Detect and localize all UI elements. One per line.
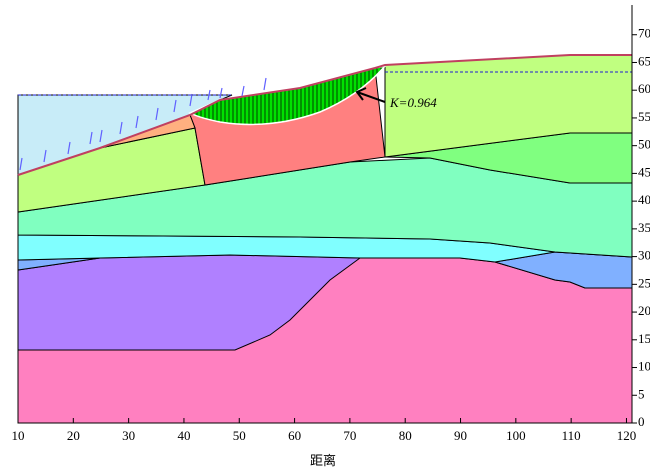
y-tick-label: 5 — [638, 386, 645, 401]
y-tick-label: 0 — [638, 414, 645, 429]
x-axis-label: 距离 — [310, 453, 336, 468]
y-tick-label: 35 — [638, 220, 650, 235]
y-tick-label: 45 — [638, 164, 650, 179]
y-tick-label: 15 — [638, 331, 650, 346]
y-tick-label: 25 — [638, 275, 650, 290]
y-tick-label: 20 — [638, 303, 650, 318]
chart: K=0.964 距离 10 20 30 40 50 60 70 80 90 100 110 1200 5… — [0, 0, 650, 470]
y-tick-label: 60 — [638, 81, 650, 96]
layers — [18, 55, 632, 423]
x-tick-label: 80 — [399, 428, 412, 443]
x-tick-label: 110 — [562, 428, 581, 443]
y-tick-label: 65 — [638, 53, 650, 68]
y-tick-label: 10 — [638, 359, 650, 374]
x-tick-label: 70 — [343, 428, 356, 443]
x-tick-label: 90 — [454, 428, 467, 443]
y-tick-label: 30 — [638, 248, 650, 263]
x-tick-label: 60 — [288, 428, 301, 443]
x-tick-label: 120 — [617, 428, 637, 443]
x-tick-label: 100 — [506, 428, 526, 443]
x-tick-label: 50 — [233, 428, 246, 443]
x-tick-label: 10 — [12, 428, 25, 443]
y-tick-label: 70 — [638, 26, 650, 41]
y-tick-label: 55 — [638, 109, 650, 124]
x-tick-label: 20 — [67, 428, 80, 443]
annotation: K=0.964 — [389, 95, 437, 110]
x-tick-label: 40 — [177, 428, 190, 443]
y-tick-label: 40 — [638, 192, 650, 207]
x-tick-label: 30 — [122, 428, 135, 443]
y-tick-label: 50 — [638, 137, 650, 152]
